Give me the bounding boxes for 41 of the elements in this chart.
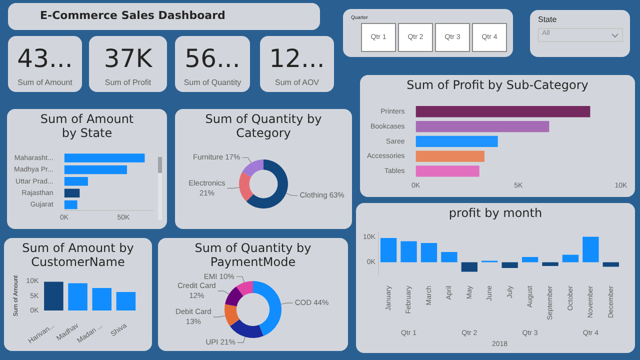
- bar: [64, 200, 78, 210]
- text: 43...: [16, 44, 74, 73]
- bar: [542, 262, 558, 266]
- bar: [416, 136, 498, 147]
- bar: [44, 282, 64, 310]
- chart-title: Sum of Amount by State: [39, 112, 135, 140]
- text: E-Commerce Sales Dashboard: [40, 9, 226, 22]
- chart-title: Sum of Quantity by Category: [204, 112, 323, 140]
- text: Sum of Quantity: [182, 78, 242, 87]
- text: 56...: [184, 44, 242, 73]
- bar: [502, 262, 518, 268]
- bar: [416, 150, 484, 162]
- bar: [64, 188, 80, 198]
- bar: [400, 241, 417, 262]
- bar: [64, 177, 88, 186]
- text: State: [538, 15, 557, 24]
- bar: [68, 283, 88, 310]
- text: 12...: [268, 44, 326, 73]
- chart-title: Sum of Amount by CustomerName: [21, 241, 135, 269]
- bar: [116, 292, 136, 310]
- text: 37K: [102, 44, 154, 73]
- bar: [64, 154, 145, 162]
- bar: [522, 256, 538, 262]
- bar: [92, 288, 112, 310]
- bar: [380, 238, 397, 262]
- chart-title: Sum of Quantity by PaymentMode: [194, 241, 312, 269]
- bar: [602, 262, 619, 267]
- chart-title: Sum of Profit by Sub-Category: [406, 78, 590, 92]
- text: Sum of Amount: [16, 78, 74, 87]
- bar: [582, 236, 599, 262]
- bar: [416, 166, 480, 177]
- bar: [416, 120, 550, 132]
- bar: [461, 262, 478, 272]
- text: Sum of AOV: [274, 78, 320, 87]
- bar: [562, 254, 579, 262]
- bar: [441, 252, 458, 262]
- chart-title: profit by month: [448, 206, 544, 220]
- bar: [64, 165, 127, 174]
- text: Sum of Profit: [104, 78, 152, 87]
- bar: [420, 242, 438, 262]
- bar: [416, 106, 590, 118]
